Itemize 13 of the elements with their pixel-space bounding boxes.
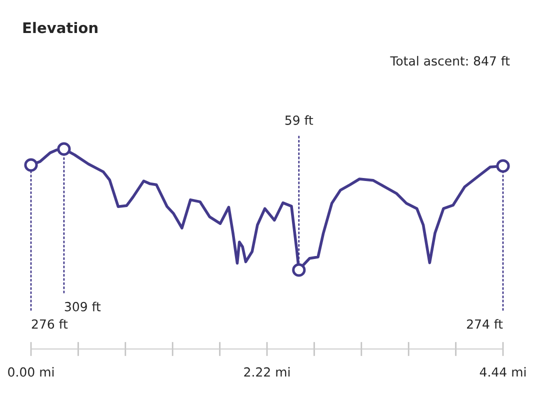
x-tick-label: 0.00 mi [8,367,54,377]
point [57,142,71,156]
x-tick-label: 2.22 mi [244,367,290,377]
point [496,159,510,173]
x-tick-label: 4.44 mi [480,367,526,377]
annotation: 274 ft [467,319,503,329]
annotation: 59 ft [285,115,314,125]
point [24,158,38,172]
chart-title: Elevation [23,22,98,34]
text: Total ascent: 847 ft [390,56,510,66]
annotation: 276 ft [32,319,68,329]
annotation: 309 ft [64,302,101,312]
point [292,263,306,277]
